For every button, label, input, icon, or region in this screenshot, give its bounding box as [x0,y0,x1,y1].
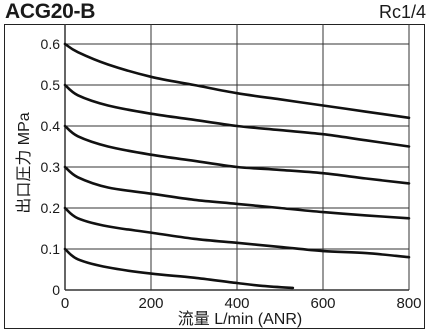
y-tick-label: 0.1 [41,241,61,257]
x-axis-label: 流量 L/min (ANR) [178,310,302,328]
y-axis-label: 出口圧力 MPa [15,112,33,213]
y-tick-labels: 0 0.1 0.2 0.3 0.4 0.5 0.6 [41,36,61,298]
x-tick-label: 200 [138,295,163,312]
y-tick-label: 0 [52,282,60,298]
series-line-2 [63,83,411,148]
y-tick-label: 0.3 [41,159,61,175]
x-tick-labels: 0 200 400 600 800 [61,295,422,312]
series-line-3 [63,124,411,185]
grid-lines [64,24,410,291]
y-tick-label: 0.4 [41,118,61,134]
series-line-6 [63,247,295,290]
y-tick-label: 0.5 [41,77,61,93]
port-size-label: Rc1/4 [378,2,426,22]
series-line-5 [63,206,411,259]
chart-frame [4,24,425,329]
y-tick-label: 0.2 [41,200,61,216]
series-line-4 [63,165,411,220]
series-curves [63,42,411,290]
x-tick-label: 600 [310,295,335,312]
x-tick-label: 400 [224,295,249,312]
chart-title: ACG20-B [5,0,96,23]
x-tick-label: 0 [61,295,69,312]
x-tick-label: 800 [396,295,421,312]
y-tick-label: 0.6 [41,36,61,52]
series-line-1 [63,42,411,120]
